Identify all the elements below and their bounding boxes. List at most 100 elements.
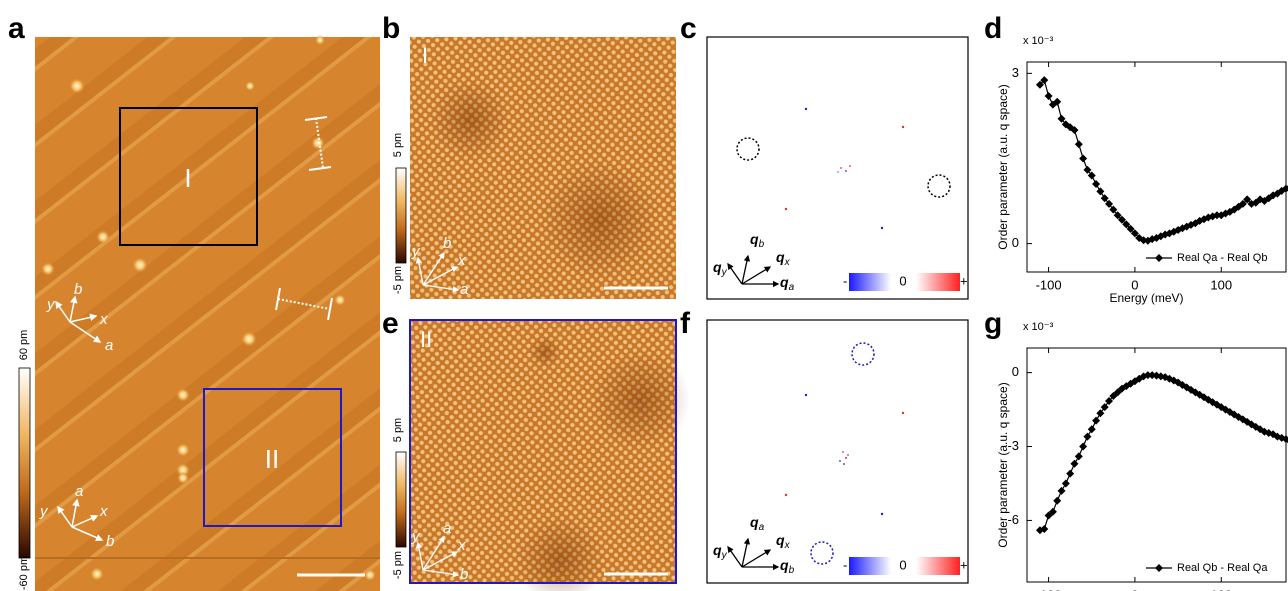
colorbar-label: -5 pm [392, 266, 404, 294]
data-point [1040, 76, 1049, 85]
data-point [1044, 511, 1053, 520]
panel-label: c [680, 12, 697, 45]
axis-label: y [46, 296, 56, 313]
axis-label: a [75, 483, 83, 500]
axis-multiplier: x 10⁻³ [1023, 35, 1054, 47]
data-point [1143, 371, 1152, 380]
data-point [1092, 416, 1101, 425]
colorbar-label: -60 pm [18, 556, 30, 590]
data-point [1057, 114, 1066, 123]
axis-subscript: a [759, 522, 765, 533]
colorbar-label: 0 [899, 273, 906, 288]
colorbar-label: 0 [899, 557, 906, 572]
x-tick-label: 100 [1210, 277, 1232, 292]
data-point [1074, 140, 1083, 149]
data-point [1122, 220, 1131, 229]
axis-label: x [457, 537, 466, 554]
data-point [1282, 435, 1288, 444]
data-point [1105, 199, 1114, 208]
y-tick-label: -3 [1007, 438, 1019, 453]
colorbar-label: - [843, 273, 847, 288]
y-axis-label: Order parameter (a.u. q space) [996, 84, 1010, 249]
data-point [1083, 432, 1092, 441]
y-tick-label: 0 [1012, 235, 1019, 250]
axis-symbol: q [780, 557, 789, 573]
axis-label: qa [780, 274, 795, 293]
x-tick-label: 100 [1210, 587, 1232, 591]
legend-marker [1155, 254, 1163, 262]
data-point [1057, 486, 1066, 495]
data-point [1126, 224, 1135, 233]
axis-label: b [460, 566, 468, 583]
data-point [1044, 92, 1053, 101]
data-point [1083, 165, 1092, 174]
colorbar-label: -5 pm [392, 551, 404, 579]
axis-label: qa [750, 514, 765, 533]
topograph-e: y a x b II 5 pm -5 pm [392, 319, 690, 591]
axis-subscript: b [759, 239, 765, 250]
panel-label: a [8, 12, 25, 45]
data-point [1243, 195, 1252, 204]
data-point [1079, 154, 1088, 163]
plot-frame [1026, 347, 1287, 583]
data-point [1130, 229, 1139, 238]
legend-label: Real Qb - Real Qa [1177, 562, 1268, 574]
axis-symbol: q [713, 259, 722, 275]
axis-label: qx [776, 249, 791, 268]
y-tick-label: 0 [1012, 364, 1019, 379]
data-point [1087, 425, 1096, 434]
axis-label: a [105, 337, 113, 354]
data-point [1096, 409, 1105, 418]
axis-label: qb [750, 231, 765, 250]
axis-label: qy [713, 542, 728, 561]
data-point [1238, 199, 1247, 208]
region-label: I [422, 43, 428, 68]
panel-label: f [680, 307, 691, 340]
axis-label: x [457, 252, 466, 269]
colorbar-label: 60 pm [18, 330, 30, 361]
region-label: II [265, 444, 279, 474]
colorbar-label: + [960, 557, 968, 572]
data-point [1074, 452, 1083, 461]
y-tick-label: 3 [1012, 65, 1019, 80]
colorbar-label: 5 pm [392, 418, 404, 442]
plot-frame [1026, 61, 1287, 273]
axis-label: qx [776, 532, 791, 551]
axis-subscript: y [721, 267, 728, 278]
data-point [1035, 80, 1044, 89]
colorbar-label: 5 pm [392, 133, 404, 157]
axis-symbol: q [750, 231, 759, 247]
region-label: I [184, 163, 191, 193]
fourier-f: qy qa qx qb - 0 + [706, 319, 969, 584]
axis-subscript: b [789, 565, 795, 576]
data-point [1048, 507, 1057, 516]
y-axis-label: Order parameter (a.u. q space) [996, 382, 1010, 547]
data-point [1096, 187, 1105, 196]
axis-symbol: q [780, 274, 789, 290]
axis-symbol: q [713, 542, 722, 558]
data-point [1282, 184, 1288, 193]
data-point [1070, 459, 1079, 468]
axis-label: b [106, 533, 114, 550]
data-point [1070, 126, 1079, 135]
x-tick-label: -100 [1036, 587, 1062, 591]
axis-label: a [460, 281, 468, 298]
x-tick-label: 0 [1131, 587, 1138, 591]
data-point [1066, 469, 1075, 478]
panel-label: b [382, 12, 400, 45]
data-point [1113, 388, 1122, 397]
data-point [1079, 442, 1088, 451]
panel-label: d [984, 12, 1002, 45]
data-point [1087, 171, 1096, 180]
colorbar-label: + [960, 273, 968, 288]
topograph-b: y b x a I 5 pm -5 pm [392, 37, 676, 299]
axis-label: x [99, 311, 108, 328]
data-point [1061, 479, 1070, 488]
axis-label: y [411, 528, 421, 545]
x-axis-label: Energy (meV) [1109, 291, 1183, 305]
axis-label: x [99, 503, 108, 520]
data-point [1092, 180, 1101, 189]
data-point [1053, 496, 1062, 505]
axis-symbol: q [776, 532, 785, 548]
